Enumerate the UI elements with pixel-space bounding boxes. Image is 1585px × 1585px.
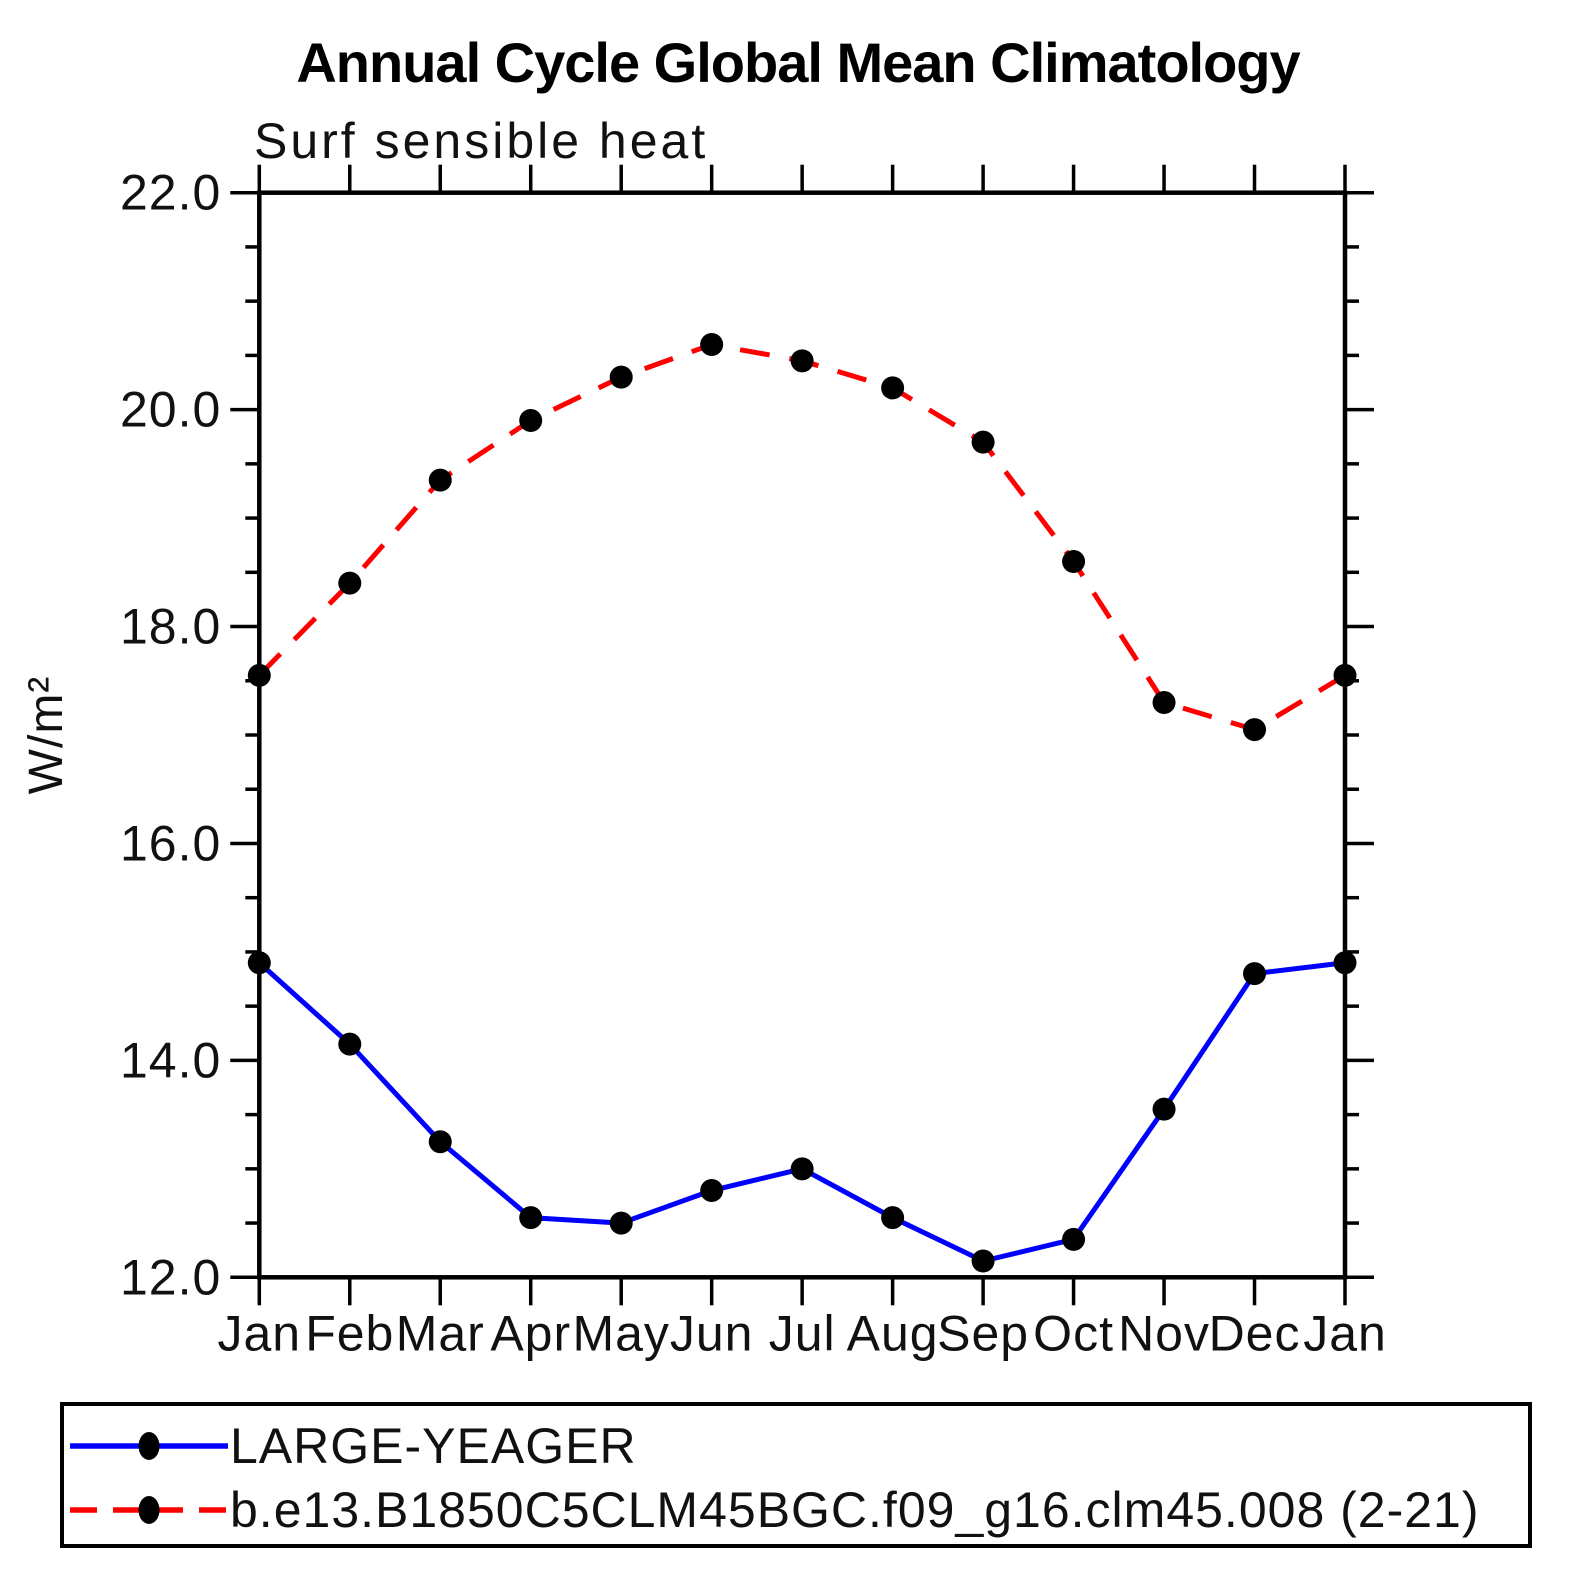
y-tick-label: 16.0 — [120, 815, 221, 871]
data-point — [1333, 951, 1357, 975]
x-tick-label: Oct — [1033, 1305, 1114, 1361]
data-point — [338, 1032, 362, 1056]
plot-border — [257, 190, 1348, 1280]
x-tick-label: Sep — [937, 1305, 1029, 1361]
y-tick-label: 22.0 — [120, 165, 221, 221]
data-point — [338, 571, 362, 595]
data-point — [1333, 663, 1357, 687]
data-point — [247, 951, 271, 975]
y-tick-label: 20.0 — [120, 382, 221, 438]
data-point — [1152, 1097, 1176, 1121]
data-point — [700, 333, 724, 357]
data-point — [790, 349, 814, 373]
series-line-solid — [257, 960, 1346, 1264]
legend-line-sample — [70, 1496, 228, 1524]
x-tick-label: Jun — [670, 1305, 754, 1361]
legend-label: LARGE-YEAGER — [230, 1418, 637, 1474]
data-point — [790, 1157, 814, 1181]
legend: LARGE-YEAGER b.e13.B1850C5CLM45BGC.f09_g… — [60, 1402, 1532, 1548]
data-point — [971, 430, 995, 454]
data-point — [971, 1249, 995, 1273]
x-tick-label: Jan — [217, 1305, 301, 1361]
data-point — [881, 376, 905, 400]
legend-line-sample — [70, 1432, 228, 1460]
y-tick-label: 14.0 — [120, 1032, 221, 1088]
x-tick-label: Apr — [490, 1305, 571, 1361]
data-point — [609, 365, 633, 389]
chart-title: Annual Cycle Global Mean Climatology — [296, 31, 1300, 94]
x-tick-label: May — [572, 1305, 669, 1361]
data-point — [700, 1179, 724, 1203]
y-tick-label: 12.0 — [120, 1249, 221, 1305]
data-point — [1243, 962, 1267, 986]
legend-row-model: b.e13.B1850C5CLM45BGC.f09_g16.clm45.008 … — [68, 1482, 1480, 1538]
chart-subtitle: Surf sensible heat — [254, 113, 708, 169]
x-tick-label: Feb — [305, 1305, 394, 1361]
data-point — [428, 468, 452, 492]
data-point — [1152, 690, 1176, 714]
data-point — [428, 1130, 452, 1154]
data-point — [519, 408, 543, 432]
data-point — [1062, 1227, 1086, 1251]
data-point — [609, 1211, 633, 1235]
data-point — [1062, 549, 1086, 573]
x-tick-label: Aug — [847, 1305, 939, 1361]
x-tick-label: Jul — [769, 1305, 836, 1361]
y-tick-label: 18.0 — [120, 599, 221, 655]
legend-sample-marker — [138, 1496, 160, 1524]
x-tick-label: Nov — [1118, 1305, 1210, 1361]
data-point — [881, 1206, 905, 1230]
legend-row-large-yeager: LARGE-YEAGER — [68, 1418, 637, 1474]
data-point — [519, 1206, 543, 1230]
x-tick-label: Dec — [1209, 1305, 1301, 1361]
series-line-dashed — [257, 341, 1347, 733]
y-axis-title: W/m² — [20, 676, 73, 795]
x-tick-label: Mar — [396, 1305, 485, 1361]
legend-sample-marker — [138, 1432, 160, 1460]
legend-label: b.e13.B1850C5CLM45BGC.f09_g16.clm45.008 … — [230, 1482, 1480, 1538]
series — [247, 333, 1357, 1273]
data-point — [247, 663, 271, 687]
x-tick-label: Jan — [1303, 1305, 1387, 1361]
data-point — [1243, 718, 1267, 742]
